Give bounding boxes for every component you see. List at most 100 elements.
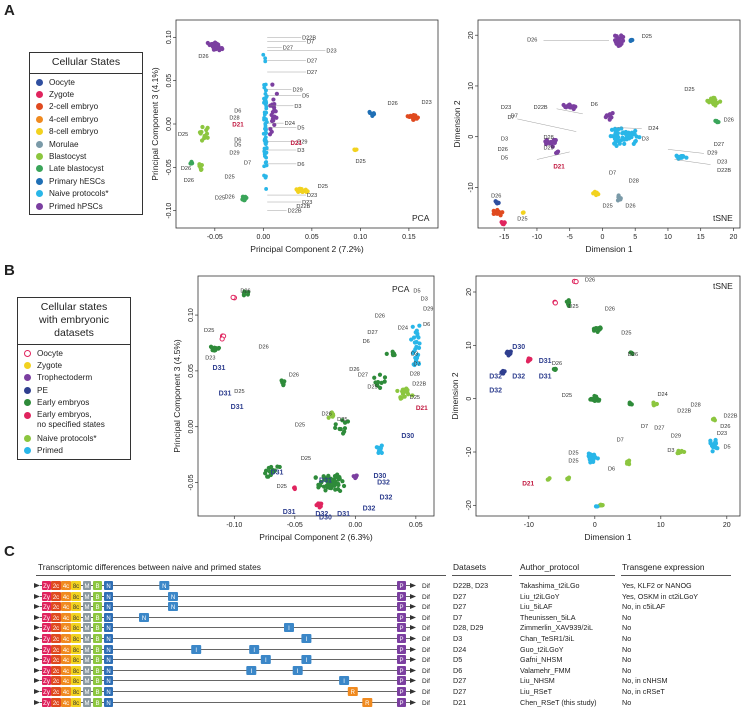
legend-title: Cellular States (30, 53, 142, 74)
segment-label: Dif (422, 678, 430, 685)
point-label: D31 (283, 509, 296, 516)
data-point (199, 162, 204, 168)
segment-box (139, 612, 149, 622)
segment-label: 8c (73, 669, 79, 675)
point-label: D22B (534, 105, 548, 111)
legend-label: Primary hESCs (49, 176, 105, 186)
segment-label: I (250, 669, 252, 675)
segment-box (42, 665, 51, 675)
point-label: D21 (416, 405, 428, 412)
legend-item: Morulae (30, 138, 142, 150)
segment-box (397, 612, 406, 622)
point-label: D31 (539, 373, 552, 380)
segment-label: 8c (73, 595, 79, 601)
legend-swatch (24, 362, 31, 370)
segment-box (71, 612, 81, 622)
legend-item: 2-cell embryo (30, 101, 142, 113)
data-point (651, 403, 656, 408)
data-point (607, 112, 612, 117)
data-point (564, 299, 569, 304)
segment-box (51, 687, 61, 696)
point-label: D5 (234, 143, 241, 149)
data-point (709, 443, 715, 448)
legend-swatch (36, 103, 43, 111)
data-point (373, 380, 378, 385)
point-label: D21 (522, 481, 534, 488)
panel-letter-a: A (4, 2, 15, 19)
data-point (316, 501, 321, 506)
segment-label: Dif (422, 647, 430, 654)
data-point (395, 388, 400, 394)
legend-label: Zygote (37, 361, 63, 371)
segment-box (397, 581, 406, 590)
segment-label: 4c (63, 626, 69, 632)
segment-box (104, 634, 113, 643)
segment-box (51, 665, 61, 675)
segment-box (71, 581, 81, 590)
data-point (323, 488, 328, 493)
data-point (271, 118, 276, 123)
point-label: D6 (591, 102, 598, 108)
segment-label: 2c (53, 669, 59, 675)
cell-transgene: Yes, KLF2 or NANOG (622, 581, 692, 590)
data-point (263, 471, 268, 476)
point-label: D27 (283, 46, 293, 52)
point-label: D24 (285, 121, 295, 127)
cell-datasets: D21 (453, 697, 467, 707)
point-label: D27 (367, 330, 377, 336)
data-point (613, 39, 618, 45)
segment-box (71, 602, 81, 612)
data-point (353, 475, 359, 480)
segment-label: N (106, 658, 110, 664)
legend-label: Early embryos, (37, 409, 92, 419)
legend-swatch (36, 153, 43, 161)
segment-box (104, 665, 113, 675)
data-point (262, 96, 266, 101)
chart-a-pca: -0.05 0.00 0.05 0.10 0.15 0.10 0.05 0.00 -0.05 -0… (150, 19, 439, 254)
data-point (614, 143, 619, 149)
segment-box (93, 634, 102, 643)
data-point (263, 59, 268, 64)
data-point (624, 137, 629, 142)
legend-swatch (36, 78, 43, 86)
segment-label: Zy (43, 690, 50, 696)
segment-box (42, 676, 51, 686)
data-point (246, 290, 251, 295)
point-label: D25 (204, 328, 214, 334)
segment-box (83, 655, 91, 665)
segment-label: 8c (73, 658, 79, 664)
point-label: D26 (552, 361, 562, 367)
segment-box (42, 591, 51, 601)
data-point (279, 378, 284, 383)
point-label: D22B (677, 409, 691, 415)
data-point (502, 220, 507, 225)
point-label: D26 (527, 37, 537, 43)
pathway-diagram: Zy 2c 4c 8c M B N P Dif I I (34, 655, 430, 665)
segment-box (61, 687, 71, 696)
segment-label: 4c (63, 690, 69, 696)
cell-transgene: No, in cNHSM (622, 676, 668, 686)
data-point (630, 351, 635, 356)
data-point (411, 335, 417, 340)
point-label: D28 (229, 116, 239, 122)
segment-box (93, 591, 102, 601)
data-point (205, 40, 210, 46)
cell-transgene: No, in cRSeT (622, 687, 665, 696)
legend-label: Primed (37, 446, 63, 456)
data-point (398, 395, 403, 400)
segment-box (71, 644, 81, 654)
segment-label: N (106, 626, 110, 632)
segment-box (71, 676, 81, 686)
data-point (324, 483, 329, 488)
data-point (710, 449, 715, 454)
table-row: Zy 2c 4c 8c M B N P Dif I I D6 Valamehr_FMM No (0, 665, 750, 676)
segment-label: M (85, 616, 90, 622)
data-point (272, 468, 278, 473)
segment-label: M (85, 658, 90, 664)
data-point (262, 164, 267, 169)
point-label: D25 (642, 34, 652, 40)
segment-box (51, 644, 61, 654)
point-label: D24 (658, 392, 668, 398)
segment-label: N (171, 595, 175, 601)
data-point (353, 147, 358, 153)
